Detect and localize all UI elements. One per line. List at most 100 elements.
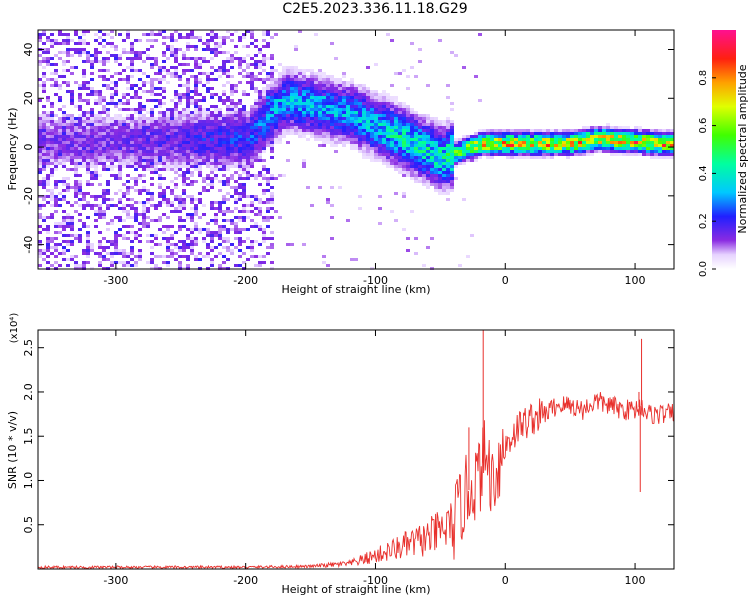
spectrogram-cell: [430, 237, 434, 240]
spectrogram-cell: [54, 72, 58, 75]
spectrogram-cell: [450, 126, 454, 129]
spectrogram-cell: [170, 39, 174, 42]
spectrogram-cell: [86, 102, 90, 105]
spectrogram-cell: [290, 69, 294, 72]
spectrogram-cell: [122, 255, 126, 258]
spectrogram-cell: [498, 144, 502, 147]
spectrogram-cell: [78, 264, 82, 267]
spectrogram-cell: [410, 159, 414, 162]
spectrogram-cell: [50, 195, 54, 198]
spectrogram-cell: [110, 96, 114, 99]
spectrogram-cell: [206, 120, 210, 123]
spectrogram-cell: [222, 102, 226, 105]
spectrogram-cell: [350, 78, 354, 81]
spectrogram-cell: [54, 93, 58, 96]
spectrogram-cell: [210, 114, 214, 117]
spectrogram-cell: [194, 210, 198, 213]
spectrogram-cell: [46, 159, 50, 162]
spectrogram-cell: [222, 159, 226, 162]
spectrogram-cell: [402, 123, 406, 126]
spectrogram-cell: [214, 168, 218, 171]
spectrogram-cell: [146, 54, 150, 57]
spectrogram-cell: [270, 69, 274, 72]
spectrogram-cell: [162, 147, 166, 150]
spectrogram-cell: [462, 141, 466, 144]
spectrogram-cell: [578, 150, 582, 153]
spectrogram-cell: [402, 102, 406, 105]
spectrogram-cell: [414, 120, 418, 123]
spectrogram-cell: [450, 162, 454, 165]
spectrogram-cell: [214, 48, 218, 51]
spectrogram-x-ticks: -300 -200 -100 0 100: [103, 30, 646, 287]
spectrogram-cell: [66, 123, 70, 126]
spectrogram-cell: [310, 81, 314, 84]
spectrogram-cell: [38, 39, 42, 42]
spectrogram-cell: [658, 135, 662, 138]
spectrogram-cell: [350, 93, 354, 96]
spectrogram-cell: [82, 111, 86, 114]
spectrogram-cell: [254, 135, 258, 138]
spectrogram-cell: [90, 195, 94, 198]
spectrogram-cell: [334, 141, 338, 144]
spectrogram-cell: [190, 33, 194, 36]
spectrogram-cell: [122, 261, 126, 264]
spectrogram-cell: [194, 258, 198, 261]
spectrogram-cell: [254, 87, 258, 90]
spectrogram-cell: [286, 75, 290, 78]
spectrogram-cell: [46, 48, 50, 51]
spectrogram-cell: [130, 207, 134, 210]
spectrogram-cell: [234, 156, 238, 159]
spectrogram-cell: [218, 132, 222, 135]
spectrogram-cell: [58, 57, 62, 60]
spectrogram-cell: [542, 147, 546, 150]
spectrogram-cell: [174, 54, 178, 57]
spectrogram-cell: [94, 225, 98, 228]
spectrogram-cell: [42, 87, 46, 90]
spectrogram-cell: [150, 261, 154, 264]
spectrogram-cell: [550, 144, 554, 147]
spectrogram-cell: [138, 147, 142, 150]
spectrogram-cell: [70, 93, 74, 96]
spectrogram-cell: [450, 156, 454, 159]
spectrogram-cell: [70, 129, 74, 132]
spectrogram-cell: [174, 177, 178, 180]
spectrogram-cell: [326, 81, 330, 84]
spectrogram-cell: [166, 165, 170, 168]
spectrogram-cell: [426, 123, 430, 126]
spectrogram-cell: [322, 135, 326, 138]
spectrogram-cell: [134, 201, 138, 204]
spectrogram-cell: [110, 165, 114, 168]
spectrogram-cell: [90, 117, 94, 120]
spectrogram-cell: [222, 156, 226, 159]
spectrogram-cell: [146, 138, 150, 141]
spectrogram-cell: [82, 207, 86, 210]
spectrogram-cell: [326, 201, 330, 204]
spectrogram-cell: [186, 159, 190, 162]
spectrogram-cell: [454, 165, 458, 168]
spectrogram-cell: [238, 237, 242, 240]
spectrogram-cell: [94, 141, 98, 144]
spectrogram-cell: [422, 177, 426, 180]
spectrogram-cell: [138, 114, 142, 117]
spectrogram-cell: [66, 153, 70, 156]
spectrogram-cell: [162, 102, 166, 105]
spectrogram-cell: [190, 99, 194, 102]
spectrogram-cell: [614, 141, 618, 144]
spectrogram-cell: [238, 72, 242, 75]
spectrogram-cell: [94, 54, 98, 57]
spectrogram-cell: [466, 150, 470, 153]
spectrogram-cell: [178, 207, 182, 210]
spectrogram-cell: [94, 156, 98, 159]
spectrogram-cell: [214, 42, 218, 45]
spectrogram-cell: [206, 150, 210, 153]
spectrogram-cell: [90, 54, 94, 57]
spectrogram-cell: [278, 138, 282, 141]
spectrogram-cell: [214, 36, 218, 39]
spectrogram-cell: [222, 90, 226, 93]
spectrogram-cell: [78, 165, 82, 168]
spectrogram-cell: [190, 231, 194, 234]
spectrogram-cell: [394, 105, 398, 108]
spectrogram-cell: [158, 177, 162, 180]
spectrogram-cell: [238, 210, 242, 213]
spectrogram-cell: [210, 93, 214, 96]
